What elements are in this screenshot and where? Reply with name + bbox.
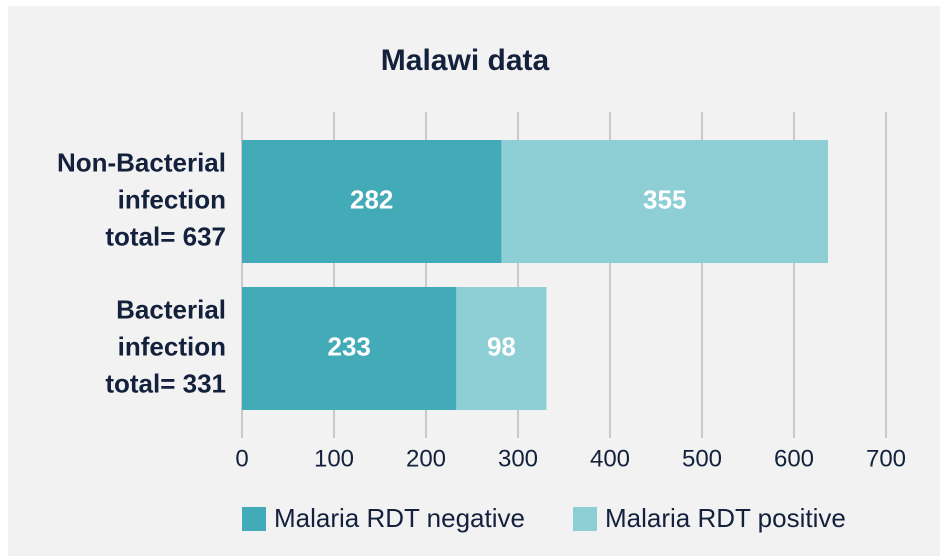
- data-label: 233: [327, 331, 370, 361]
- legend-label: Malaria RDT negative: [274, 503, 525, 533]
- chart-background: [8, 6, 940, 556]
- data-label: 98: [487, 331, 516, 361]
- y-tick-label: infection: [118, 331, 226, 361]
- bar: [242, 287, 457, 410]
- y-tick-label: Non-Bacterial: [57, 147, 226, 177]
- legend-swatch: [242, 507, 266, 531]
- x-tick-label: 600: [774, 445, 814, 472]
- data-label: 282: [350, 184, 393, 214]
- x-tick-label: 100: [314, 445, 354, 472]
- x-tick-label: 500: [682, 445, 722, 472]
- y-tick-label: Bacterial: [116, 294, 226, 324]
- y-tick-label: total= 637: [105, 221, 226, 251]
- legend-label: Malaria RDT positive: [605, 503, 846, 533]
- x-tick-label: 400: [590, 445, 630, 472]
- bar: [242, 140, 502, 263]
- y-tick-label: infection: [118, 184, 226, 214]
- y-tick-label: total= 331: [105, 368, 226, 398]
- chart-title: Malawi data: [381, 44, 550, 77]
- legend-swatch: [573, 507, 597, 531]
- bar: [456, 287, 547, 410]
- x-tick-label: 0: [235, 445, 248, 472]
- data-label: 355: [643, 184, 686, 214]
- x-tick-label: 200: [406, 445, 446, 472]
- x-tick-label: 700: [866, 445, 906, 472]
- x-tick-label: 300: [498, 445, 538, 472]
- bar: [501, 140, 829, 263]
